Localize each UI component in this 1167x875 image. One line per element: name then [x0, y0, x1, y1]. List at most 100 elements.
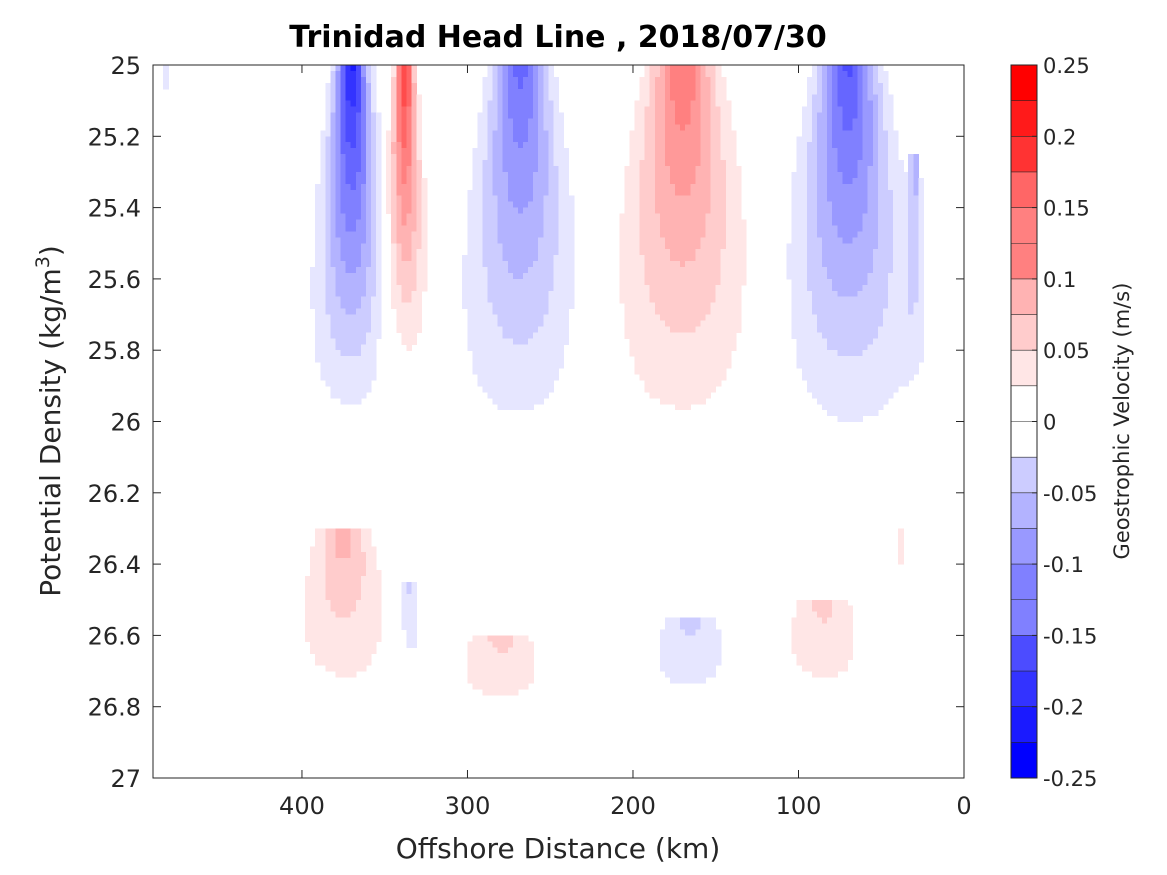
contour-cell [396, 249, 402, 256]
contour-cell [877, 397, 884, 405]
contour-cell [827, 368, 833, 375]
contour-cell [355, 65, 362, 72]
contour-cell [695, 195, 702, 203]
contour-cell [827, 189, 833, 197]
contour-cell [740, 249, 747, 256]
contour-cell [634, 136, 641, 143]
contour-cell [350, 118, 357, 126]
contour-cell [528, 82, 534, 90]
contour-cell [644, 100, 651, 108]
contour-cell [502, 332, 509, 339]
contour-cell [376, 267, 382, 274]
contour-cell [882, 136, 889, 143]
contour-cell [832, 397, 838, 405]
contour-cell [467, 344, 473, 351]
contour-cell [801, 136, 808, 143]
contour-cell [517, 267, 524, 274]
contour-cell [492, 76, 499, 84]
contour-cell [675, 237, 681, 244]
contour-cell [872, 76, 879, 84]
contour-cell [634, 195, 641, 203]
contour-cell [335, 154, 342, 161]
contour-cell [335, 290, 342, 298]
contour-cell [523, 397, 529, 405]
contour-cell [659, 183, 666, 191]
contour-cell [396, 82, 402, 90]
contour-cell [472, 284, 478, 292]
contour-cell [345, 183, 352, 191]
contour-cell [523, 249, 529, 256]
contour-cell [877, 112, 884, 120]
contour-cell [898, 326, 904, 333]
contour-cell [842, 320, 849, 328]
contour-cell [710, 130, 717, 137]
contour-cell [325, 195, 332, 203]
contour-cell [416, 213, 423, 221]
contour-cell [659, 290, 666, 298]
contour-cell [918, 344, 925, 351]
contour-cell [512, 326, 519, 333]
contour-cell [462, 296, 468, 304]
contour-cell [842, 356, 849, 363]
contour-cell [507, 332, 514, 339]
contour-cell [847, 278, 854, 286]
contour-cell [877, 136, 884, 143]
contour-cell [918, 308, 925, 316]
contour-cell [523, 403, 529, 411]
contour-cell [533, 189, 539, 197]
contour-cell [740, 237, 747, 244]
contour-cell [882, 344, 889, 351]
contour-cell [862, 70, 869, 78]
contour-cell [345, 148, 352, 155]
contour-cell [832, 160, 838, 167]
contour-cell [685, 154, 691, 161]
contour-cell [325, 267, 332, 274]
contour-cell [482, 290, 489, 298]
contour-cell [340, 344, 347, 351]
contour-cell [624, 249, 631, 256]
contour-cell [670, 82, 676, 90]
contour-cell [847, 231, 854, 238]
contour-cell [822, 219, 828, 227]
contour-cell [893, 201, 899, 209]
contour-cell [406, 70, 413, 78]
contour-cell [842, 160, 849, 167]
contour-cell [725, 326, 732, 333]
contour-cell [735, 296, 742, 304]
contour-cell [720, 373, 727, 381]
contour-cell [872, 177, 879, 185]
contour-cell [497, 350, 504, 357]
contour-cell [710, 368, 717, 375]
contour-cell [512, 219, 519, 227]
contour-cell [320, 320, 326, 328]
contour-cell [497, 213, 504, 221]
contour-cell [796, 231, 803, 238]
contour-cell [690, 267, 696, 274]
contour-cell [847, 605, 854, 613]
contour-cell [908, 237, 914, 244]
contour-cell [487, 379, 494, 387]
contour-cell [817, 332, 823, 339]
contour-cell [806, 350, 813, 357]
contour-cell [827, 148, 833, 155]
contour-cell [462, 255, 468, 262]
contour-cell [898, 177, 904, 185]
contour-cell [487, 278, 494, 286]
contour-cell [634, 261, 641, 268]
contour-cell [482, 154, 489, 161]
contour-cell [847, 130, 854, 137]
contour-cell [320, 368, 326, 375]
contour-cell [852, 397, 859, 405]
contour-cell [492, 272, 499, 280]
contour-cell [533, 332, 539, 339]
contour-cell [700, 106, 707, 114]
contour-cell [487, 344, 494, 351]
contour-cell [675, 88, 681, 96]
contour-cell [355, 166, 362, 173]
contour-cell [852, 326, 859, 333]
contour-cell [365, 570, 372, 577]
contour-cell [411, 142, 418, 149]
contour-cell [629, 290, 636, 298]
contour-cell [523, 106, 529, 114]
contour-cell [913, 344, 919, 351]
